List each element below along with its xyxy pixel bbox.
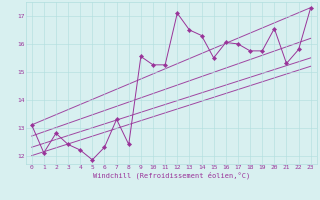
X-axis label: Windchill (Refroidissement éolien,°C): Windchill (Refroidissement éolien,°C) — [92, 171, 250, 179]
